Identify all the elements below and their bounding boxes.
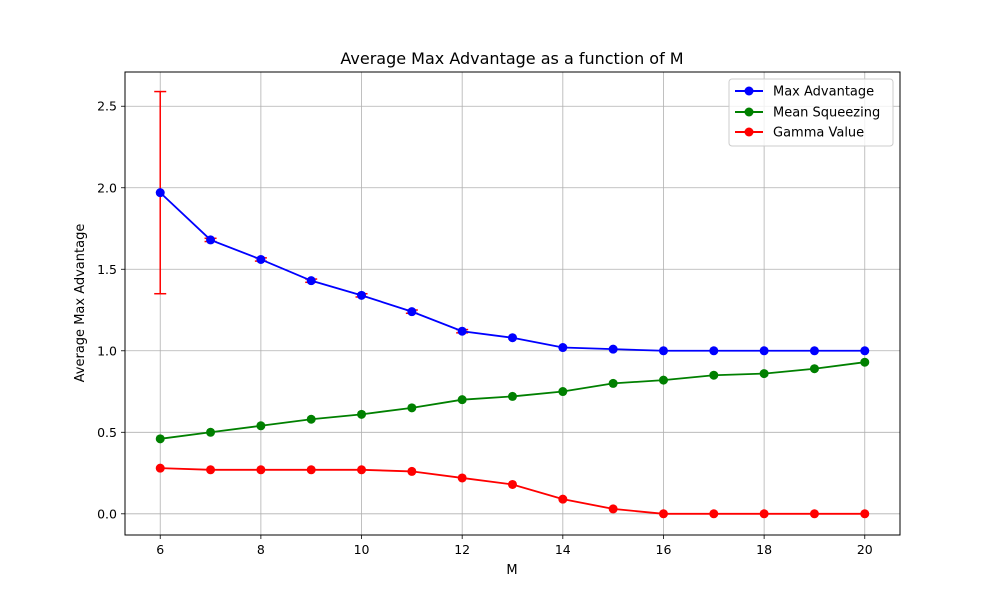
data-point-max-advantage bbox=[306, 276, 316, 286]
legend-entry-gamma-value: Gamma Value bbox=[735, 126, 864, 141]
data-point-mean-squeezing bbox=[206, 427, 216, 437]
data-point-mean-squeezing bbox=[658, 375, 668, 385]
data-point-gamma-value bbox=[206, 465, 216, 475]
legend-label-max-advantage: Max Advantage bbox=[773, 85, 874, 100]
y-tick-label: 2.0 bbox=[97, 180, 117, 195]
data-point-max-advantage bbox=[608, 344, 618, 354]
x-tick-label: 18 bbox=[756, 542, 772, 557]
data-point-gamma-value bbox=[256, 465, 266, 475]
data-point-max-advantage bbox=[155, 188, 165, 198]
legend-entry-max-advantage: Max Advantage bbox=[735, 85, 874, 100]
data-point-max-advantage bbox=[658, 346, 668, 356]
data-point-gamma-value bbox=[508, 479, 517, 489]
data-point-mean-squeezing bbox=[860, 357, 870, 367]
data-point-gamma-value bbox=[357, 465, 367, 475]
y-tick-label: 1.5 bbox=[97, 262, 117, 277]
plot-frame bbox=[124, 71, 901, 536]
x-tick-label: 12 bbox=[454, 542, 470, 557]
data-point-gamma-value bbox=[608, 504, 618, 514]
data-point-gamma-value bbox=[658, 509, 668, 519]
data-point-gamma-value bbox=[860, 509, 870, 519]
data-point-max-advantage bbox=[759, 346, 769, 356]
data-point-max-advantage bbox=[357, 290, 367, 300]
x-tick-label: 6 bbox=[156, 542, 164, 557]
x-tick-label: 14 bbox=[555, 542, 571, 557]
y-tick-label: 0.0 bbox=[97, 506, 117, 521]
data-point-gamma-value bbox=[155, 463, 165, 473]
data-point-mean-squeezing bbox=[508, 391, 517, 401]
x-tick-label: 10 bbox=[354, 542, 370, 557]
y-tick-label: 1.0 bbox=[97, 343, 117, 358]
data-point-mean-squeezing bbox=[256, 421, 266, 431]
legend-marker-mean-squeezing bbox=[744, 107, 754, 117]
data-point-gamma-value bbox=[457, 473, 467, 483]
legend-label-gamma-value: Gamma Value bbox=[773, 126, 864, 141]
legend-marker-gamma-value bbox=[744, 127, 754, 137]
data-point-max-advantage bbox=[558, 343, 568, 353]
legend-entry-mean-squeezing: Mean Squeezing bbox=[735, 106, 880, 121]
series-mean-squeezing bbox=[155, 357, 870, 444]
data-point-mean-squeezing bbox=[357, 409, 367, 419]
legend: Max Advantage Mean Squeezing Gamma Value bbox=[728, 78, 894, 147]
data-point-mean-squeezing bbox=[306, 414, 316, 424]
data-point-max-advantage bbox=[206, 235, 216, 245]
legend-marker-max-advantage bbox=[744, 86, 754, 96]
x-tick-label: 20 bbox=[857, 542, 873, 557]
data-point-mean-squeezing bbox=[608, 378, 618, 388]
data-point-max-advantage bbox=[457, 326, 467, 336]
data-point-max-advantage bbox=[709, 346, 719, 356]
data-point-gamma-value bbox=[759, 509, 769, 519]
data-point-gamma-value bbox=[306, 465, 316, 475]
chart-title: Average Max Advantage as a function of M bbox=[340, 49, 683, 68]
legend-box bbox=[728, 78, 894, 147]
data-point-gamma-value bbox=[809, 509, 819, 519]
data-point-mean-squeezing bbox=[558, 387, 568, 397]
y-axis-label: Average Max Advantage bbox=[73, 224, 88, 383]
x-tick-label: 8 bbox=[257, 542, 265, 557]
data-point-mean-squeezing bbox=[759, 369, 769, 379]
y-tick-label: 2.5 bbox=[97, 99, 117, 114]
series-gamma-value bbox=[155, 463, 870, 519]
data-point-gamma-value bbox=[407, 466, 417, 476]
y-tick-label: 0.5 bbox=[97, 425, 117, 440]
data-point-gamma-value bbox=[558, 494, 568, 504]
data-point-mean-squeezing bbox=[709, 370, 719, 380]
x-tick-label: 16 bbox=[656, 542, 672, 557]
axes: 6 8 10 12 14 16 18 20 0.0 0.5 1.0 1.5 2.0 2.5 bbox=[97, 99, 873, 557]
data-point-mean-squeezing bbox=[407, 403, 417, 413]
data-point-gamma-value bbox=[709, 509, 719, 519]
data-point-max-advantage bbox=[860, 346, 870, 356]
data-point-mean-squeezing bbox=[457, 395, 467, 405]
data-point-mean-squeezing bbox=[155, 434, 165, 444]
series-lines bbox=[154, 90, 870, 519]
data-point-max-advantage bbox=[407, 307, 417, 317]
series-max-advantage bbox=[154, 90, 870, 356]
data-point-max-advantage bbox=[809, 346, 819, 356]
legend-label-mean-squeezing: Mean Squeezing bbox=[773, 106, 880, 121]
x-axis-label: M bbox=[506, 563, 517, 578]
data-point-mean-squeezing bbox=[809, 364, 819, 374]
data-point-max-advantage bbox=[256, 254, 266, 264]
data-point-max-advantage bbox=[508, 333, 517, 343]
